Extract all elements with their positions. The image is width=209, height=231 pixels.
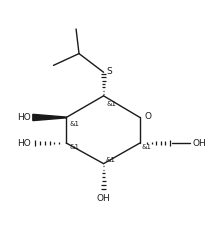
Polygon shape <box>33 114 66 121</box>
Text: S: S <box>106 67 112 76</box>
Text: &1: &1 <box>69 144 79 150</box>
Text: &1: &1 <box>107 101 117 107</box>
Text: &1: &1 <box>69 121 79 127</box>
Text: HO: HO <box>17 139 31 148</box>
Text: OH: OH <box>193 139 207 148</box>
Text: &1: &1 <box>106 157 116 163</box>
Text: O: O <box>144 112 151 121</box>
Text: HO: HO <box>17 113 31 122</box>
Text: OH: OH <box>97 194 110 203</box>
Text: &1: &1 <box>141 144 152 150</box>
